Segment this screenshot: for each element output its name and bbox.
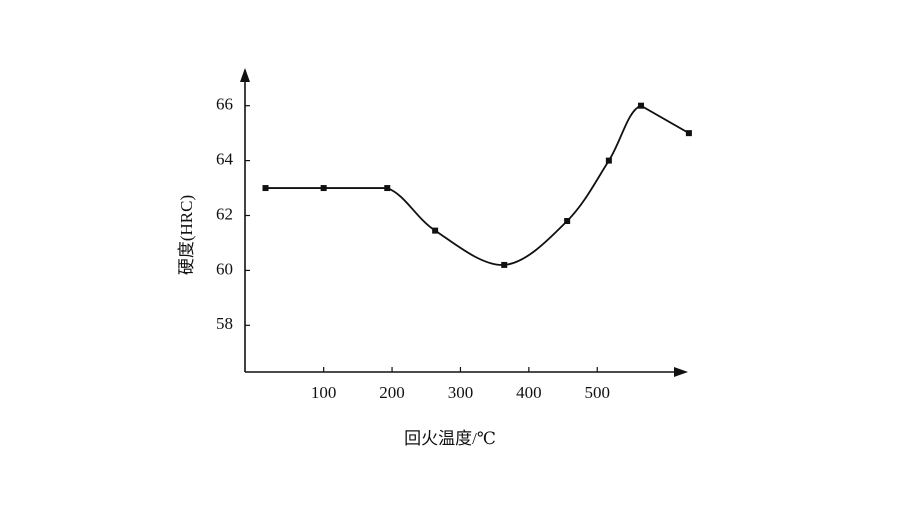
y-tick-label: 64	[216, 150, 234, 169]
x-tick-label: 100	[311, 383, 337, 402]
point	[262, 185, 269, 192]
x-tick-label: 400	[516, 383, 542, 402]
x-axis-label: 回火温度/℃	[404, 429, 496, 448]
point	[685, 130, 692, 137]
point	[432, 227, 439, 234]
point	[501, 261, 508, 268]
y-tick-label: 66	[216, 95, 233, 114]
x-tick-label: 200	[379, 383, 405, 402]
point	[320, 185, 327, 192]
x-tick-label: 300	[448, 383, 474, 402]
y-tick-label: 60	[216, 259, 233, 278]
line	[265, 104, 690, 266]
y-tick-label: 62	[216, 204, 233, 223]
y-axis-label: 硬度(HRC)	[177, 195, 196, 275]
point	[564, 218, 571, 224]
y-tick-label: 58	[216, 314, 233, 333]
point	[384, 185, 391, 192]
point	[605, 157, 612, 164]
y-axis-arrow	[240, 68, 250, 82]
x-axis-arrow	[674, 367, 688, 377]
x-tick-label: 500	[584, 383, 610, 402]
point	[638, 102, 645, 109]
